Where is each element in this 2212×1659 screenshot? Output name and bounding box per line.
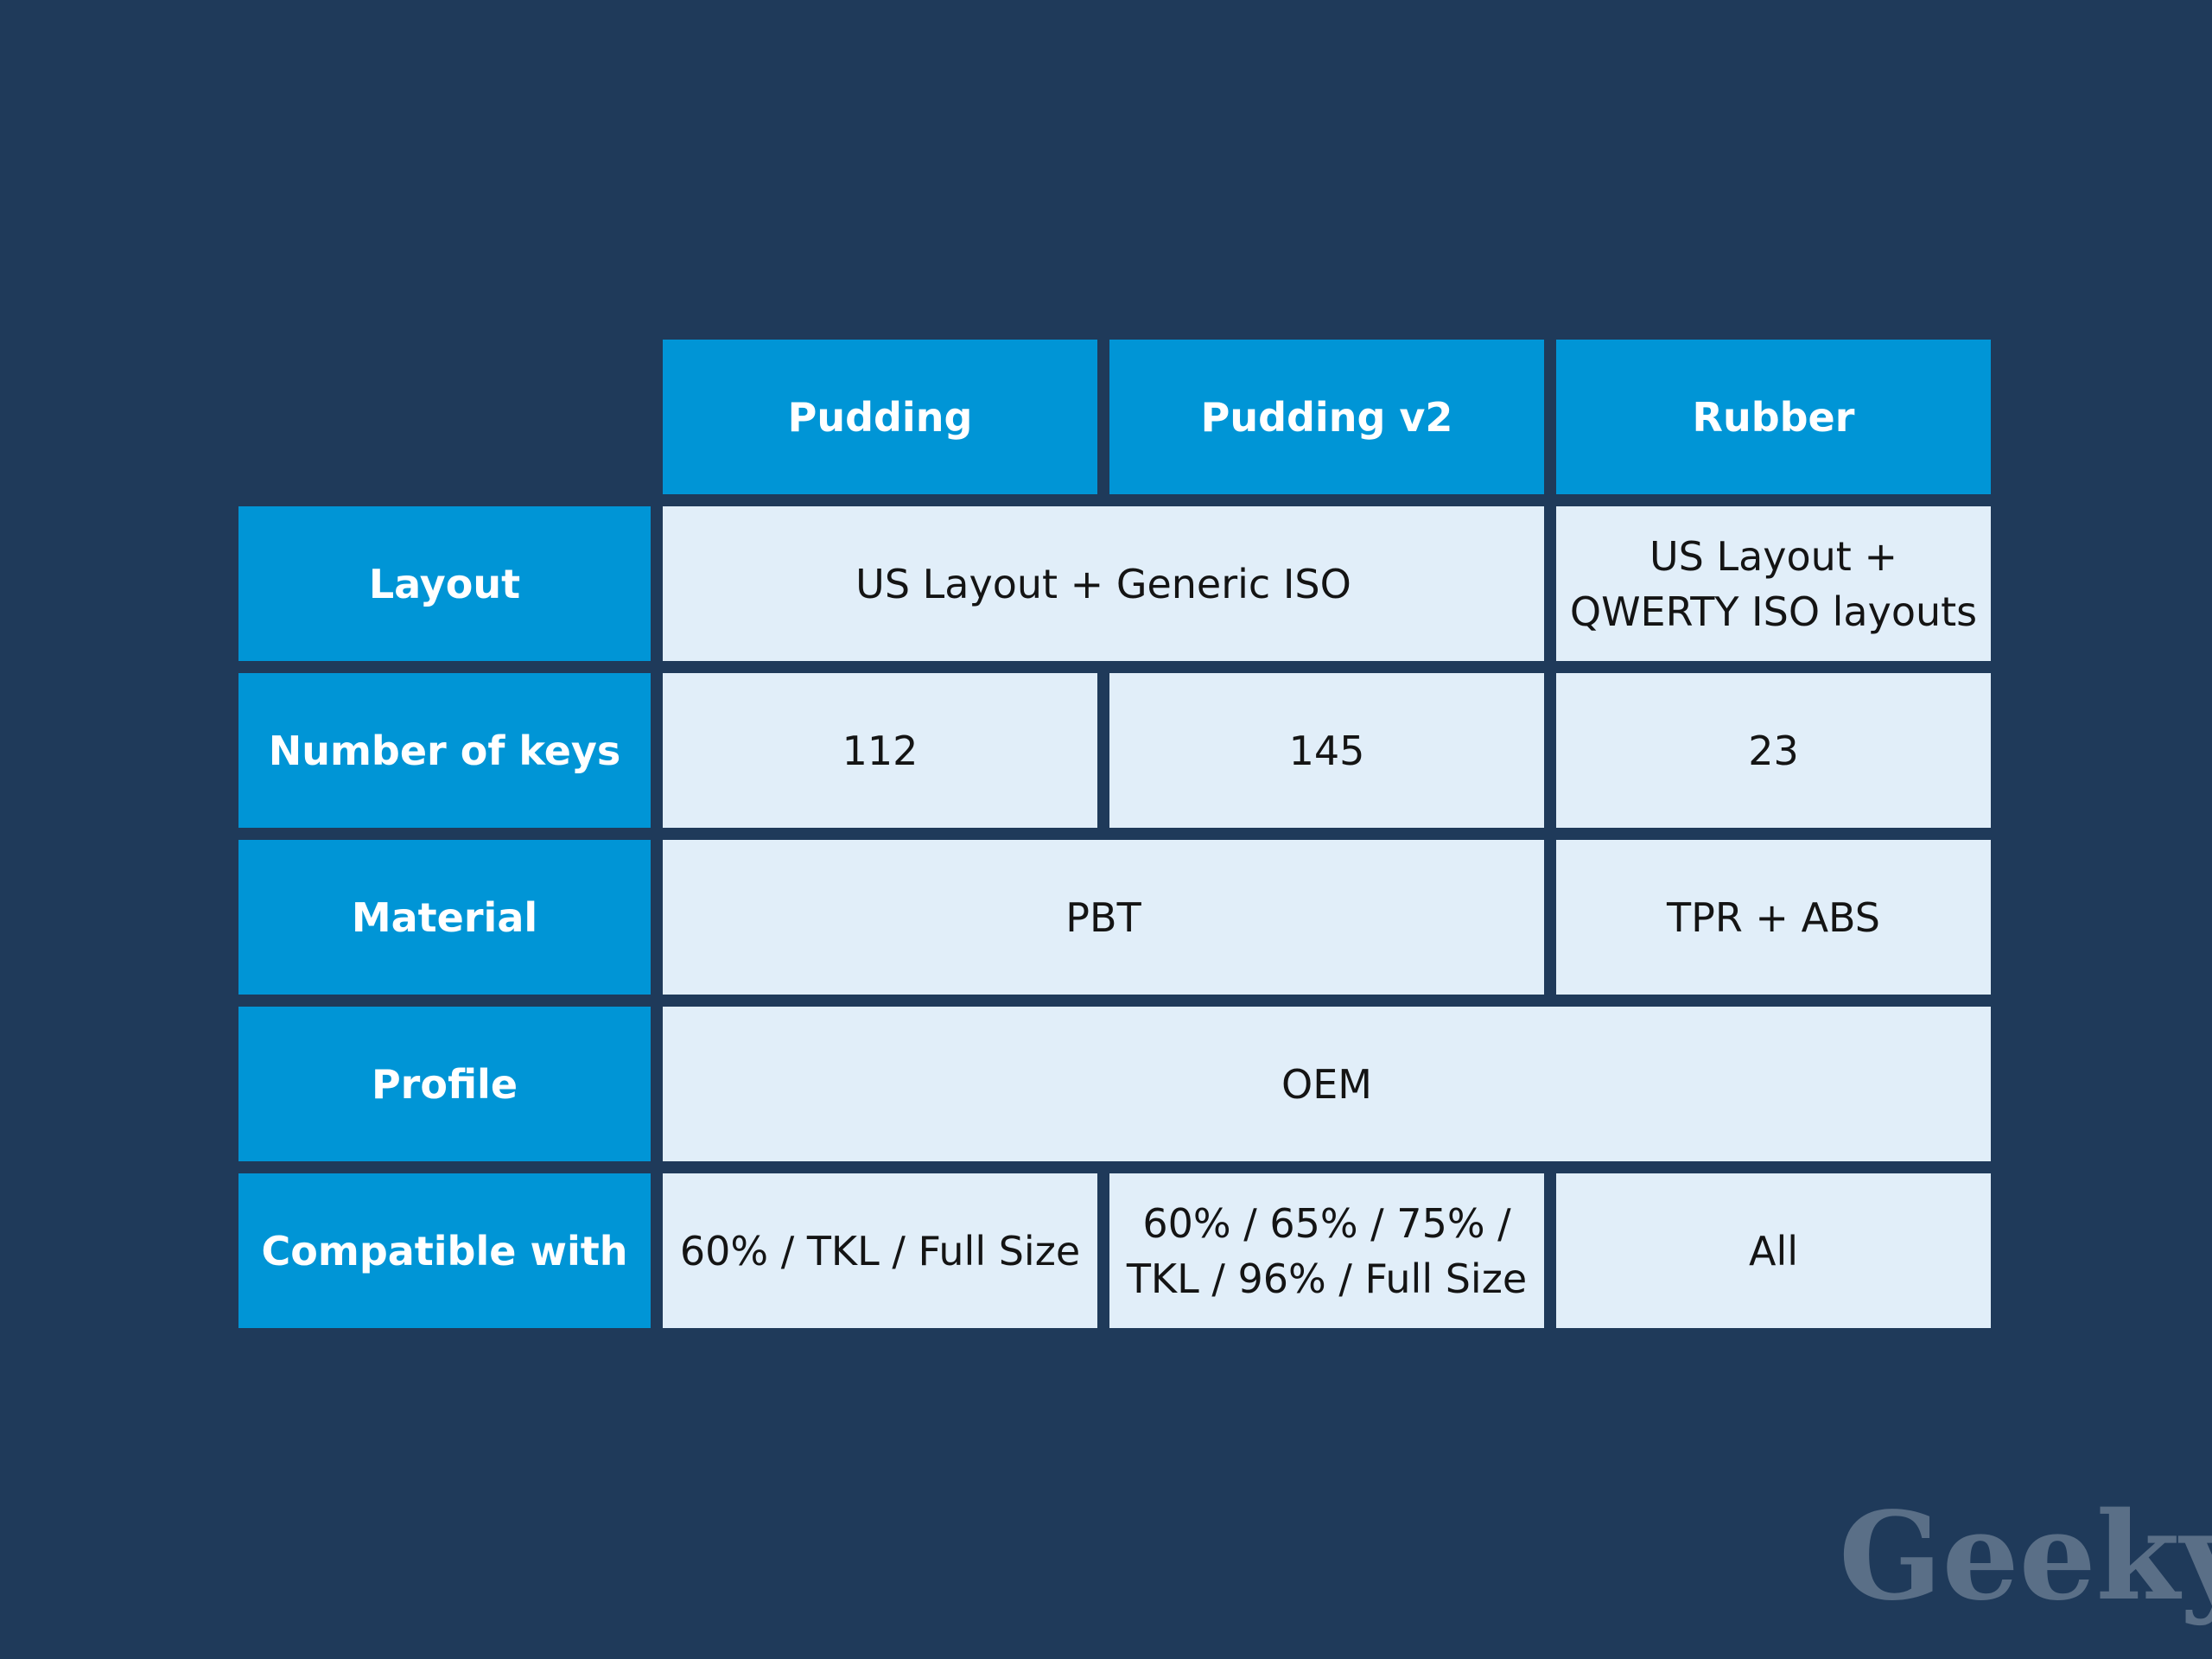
row-header: Material [238, 840, 651, 995]
cell: 23 [1556, 673, 1991, 828]
cell: TPR + ABS [1556, 840, 1991, 995]
cell: All [1556, 1173, 1991, 1328]
cell-line: 60% / 65% / 75% / [1142, 1199, 1511, 1247]
cell-line: US Layout + [1649, 532, 1898, 580]
cell: 112 [663, 673, 1097, 828]
cell: US Layout + QWERTY ISO layouts [1556, 506, 1991, 661]
row-header: Number of keys [238, 673, 651, 828]
column-header: Rubber [1556, 340, 1991, 494]
row-header: Profile [238, 1007, 651, 1161]
cell: 60% / 65% / 75% / TKL / 96% / Full Size [1109, 1173, 1544, 1328]
row-header: Compatible with [238, 1173, 651, 1328]
cell-line: TKL / 96% / Full Size [1126, 1255, 1528, 1302]
watermark: Geeky [1839, 1486, 2212, 1628]
column-header: Pudding v2 [1109, 340, 1544, 494]
cell-line: QWERTY ISO layouts [1569, 588, 1978, 635]
cell: 60% / TKL / Full Size [663, 1173, 1097, 1328]
cell: US Layout + Generic ISO [663, 506, 1544, 661]
column-header: Pudding [663, 340, 1097, 494]
cell: 145 [1109, 673, 1544, 828]
cell: OEM [663, 1007, 1991, 1161]
row-header: Layout [238, 506, 651, 661]
cell: PBT [663, 840, 1544, 995]
